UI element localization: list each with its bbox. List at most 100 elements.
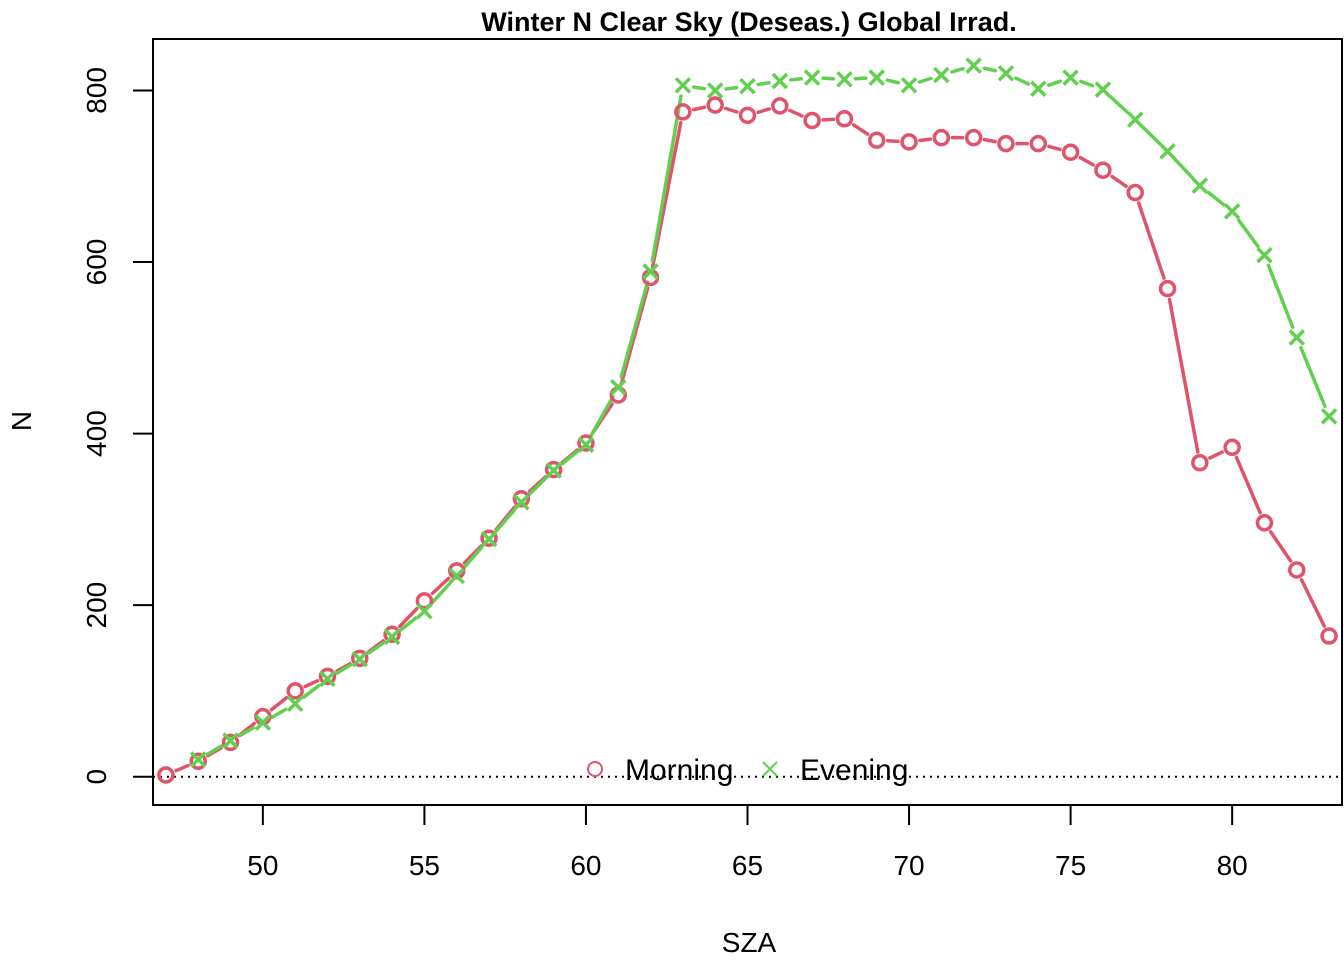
evening-line-segment [853, 76, 868, 81]
evening-point [803, 69, 821, 86]
morning-line-segment [788, 108, 804, 118]
evening-point [1030, 80, 1047, 97]
y-tick-label: 0 [81, 769, 112, 785]
morning-line-segment [1268, 530, 1293, 563]
morning-line-segment [691, 105, 707, 112]
morning-point [286, 682, 304, 700]
evening-point [319, 670, 336, 688]
evening-point [1223, 203, 1241, 220]
morning-point [383, 625, 401, 644]
evening-line-segment [917, 76, 933, 84]
morning-point [803, 111, 821, 130]
morning-line-segment [269, 696, 289, 712]
legend-item-evening: Evening [762, 754, 908, 787]
morning-point [1029, 134, 1048, 153]
morning-point [480, 529, 498, 547]
evening-point [836, 71, 853, 88]
morning-line-segment [650, 120, 683, 269]
evening-point [610, 379, 627, 396]
morning-point [1191, 453, 1209, 472]
evening-line-segment [205, 744, 223, 756]
y-tick-label: 800 [81, 67, 112, 114]
evening-point [254, 714, 272, 731]
morning-point [1255, 514, 1274, 532]
evening-line-segment [1141, 125, 1162, 146]
morning-point [1223, 438, 1241, 457]
x-tick-label: 80 [1217, 850, 1248, 881]
evening-point [545, 462, 562, 479]
morning-line-segment [397, 607, 419, 629]
evening-point [997, 65, 1015, 82]
y-tick-label: 400 [81, 410, 112, 457]
morning-line-segment [756, 107, 772, 115]
morning-line-segment [885, 139, 900, 144]
legend-label: Evening [800, 754, 908, 787]
evening-point [900, 77, 918, 94]
y-tick-label: 600 [81, 239, 112, 286]
x-axis: 50 55 60 65 70 75 80 [247, 804, 1248, 881]
evening-line-segment [560, 449, 580, 466]
evening-point [448, 567, 465, 585]
morning-line-segment [1110, 174, 1128, 189]
evening-point [642, 263, 659, 280]
morning-point [1061, 143, 1080, 161]
evening-point [1062, 69, 1079, 86]
evening-line-segment [1206, 190, 1226, 207]
morning-line-segment [723, 106, 739, 114]
evening-line-segment [650, 94, 683, 263]
x-tick-label: 60 [570, 850, 601, 881]
legend-marker [587, 761, 603, 777]
evening-line-segment [1266, 263, 1295, 330]
morning-point [157, 766, 175, 784]
morning-point [1126, 183, 1144, 202]
morning-line-segment [303, 679, 320, 689]
evening-point [868, 69, 885, 86]
evening-line-segment [589, 395, 615, 437]
series-lines [174, 66, 1327, 773]
evening-point [706, 82, 724, 99]
morning-point [1094, 161, 1112, 179]
x-tick-label: 65 [732, 850, 763, 881]
morning-point [835, 110, 854, 128]
morning-point [964, 128, 983, 147]
evening-line-segment [788, 77, 803, 82]
x-tick-label: 75 [1055, 850, 1086, 881]
evening-line-segment [1079, 79, 1095, 88]
evening-point [674, 77, 692, 94]
evening-line-segment [619, 280, 650, 379]
morning-line-segment [851, 123, 870, 136]
morning-point [900, 133, 918, 151]
morning-line-segment [1299, 578, 1326, 628]
evening-line-segment [527, 476, 548, 497]
evening-line-segment [885, 78, 901, 85]
morning-point [351, 649, 369, 668]
evening-line-segment [270, 707, 288, 719]
evening-point [480, 530, 498, 548]
evening-line-segment [1299, 345, 1327, 408]
morning-line-segment [821, 117, 836, 122]
evening-point [222, 732, 239, 749]
morning-line-segment [1078, 155, 1096, 167]
evening-line-segment [756, 81, 771, 87]
legend: Morning Evening [587, 754, 908, 787]
evening-point [1320, 408, 1338, 425]
evening-point [577, 436, 595, 453]
morning-line-segment [982, 137, 997, 144]
evening-line-segment [494, 508, 516, 533]
morning-point [674, 103, 692, 121]
evening-line-segment [1109, 95, 1129, 114]
morning-point [738, 106, 757, 125]
legend-label: Morning [625, 754, 733, 787]
evening-line-segment [367, 641, 385, 655]
evening-line-segment [982, 66, 998, 73]
evening-line-segment [1173, 157, 1195, 180]
evening-line-segment [302, 683, 321, 699]
morning-line-segment [1167, 297, 1200, 454]
evening-point [383, 628, 401, 646]
chart-title: Winter N Clear Sky (Deseas.) Global Irra… [481, 7, 1016, 37]
evening-line-segment [1236, 218, 1260, 249]
evening-point [189, 751, 207, 768]
morning-line-segment [1136, 201, 1166, 280]
evening-point [1288, 329, 1306, 346]
